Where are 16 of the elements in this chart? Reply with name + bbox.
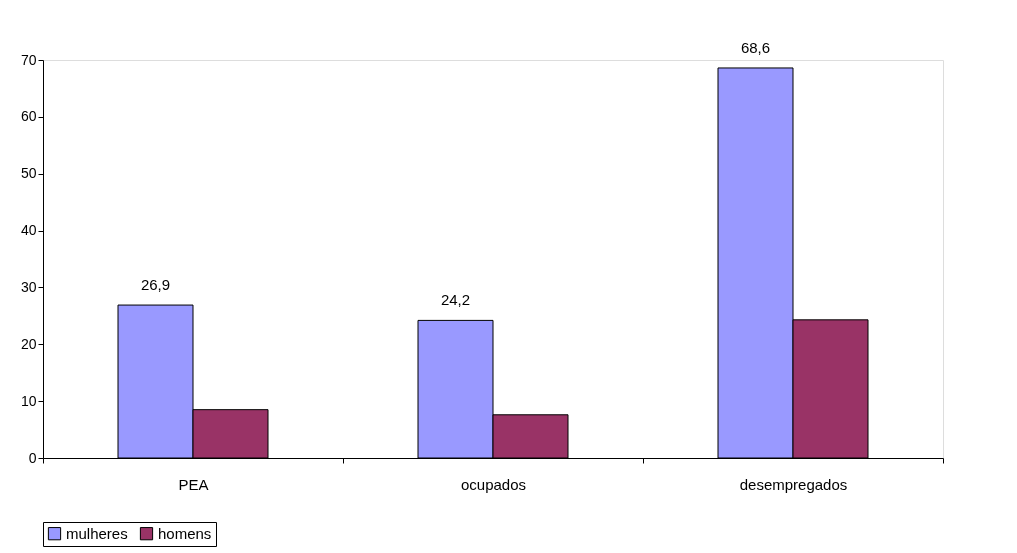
- y-tick-label: 0: [28, 449, 37, 466]
- y-tick-label: 20: [20, 335, 37, 352]
- y-tick-label: 50: [20, 165, 37, 182]
- y-tick-label: 70: [20, 51, 37, 68]
- y-tick-label: 30: [20, 278, 37, 295]
- y-tick-label: 40: [20, 222, 37, 239]
- x-tick-label: PEA: [178, 475, 209, 493]
- x-tick-label: desempregados: [739, 475, 848, 493]
- data-label: 68,6: [740, 38, 771, 56]
- legend-label: mulheres: [66, 524, 128, 542]
- y-tick-label: 10: [20, 392, 37, 409]
- data-label: 26,9: [140, 276, 171, 294]
- legend-label: homens: [158, 524, 212, 542]
- data-label: 24,2: [440, 291, 471, 309]
- y-tick-label: 60: [20, 108, 37, 125]
- x-tick-label: ocupados: [460, 475, 527, 493]
